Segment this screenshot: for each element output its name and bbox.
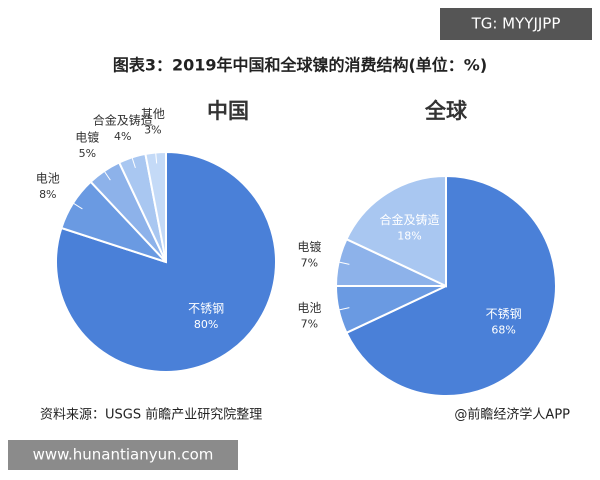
leader-line <box>62 196 83 210</box>
pie-title: 中国 <box>207 99 249 123</box>
slice-label: 合金及铸造 <box>379 212 439 227</box>
slice-value: 7% <box>301 318 318 331</box>
chart-title: 图表3：2019年中国和全球镍的消费结构(单位：%) <box>113 56 487 75</box>
slice-label: 不锈钢 <box>188 302 224 316</box>
leader-line <box>326 258 350 265</box>
slice-value: 18% <box>397 229 421 242</box>
slice-label: 其他 <box>141 107 165 121</box>
slice-value: 7% <box>301 256 318 269</box>
slice-value: 68% <box>491 324 515 337</box>
site: www.hunantianyun.com <box>33 446 214 464</box>
leader-line <box>154 140 158 164</box>
slice-value: 5% <box>79 147 96 160</box>
slice-value: 4% <box>114 130 131 143</box>
source: 资料来源：USGS 前瞻产业研究院整理 <box>40 407 262 423</box>
pie-slice <box>345 174 557 397</box>
slice-label: 不锈钢 <box>486 307 522 321</box>
slice-value: 80% <box>194 318 218 331</box>
slice-label: 电池 <box>36 171 60 185</box>
pie-title: 全球 <box>424 99 468 123</box>
slice-label: 电镀 <box>297 240 321 254</box>
leader-line <box>326 307 350 314</box>
credit: @前瞻经济学人APP <box>454 407 570 423</box>
slice-label: 电池 <box>297 301 321 315</box>
slice-value: 3% <box>144 124 161 137</box>
leader-line <box>127 145 136 168</box>
site-box <box>8 440 238 470</box>
slice-value: 8% <box>39 188 56 201</box>
slice-label: 合金及铸造 <box>93 112 153 127</box>
watermark: TG: MYYJJPP <box>471 15 561 33</box>
pie-slice <box>345 174 447 288</box>
slice-label: 电镀 <box>75 131 99 145</box>
leader-line <box>97 160 111 181</box>
watermark-box <box>440 8 592 40</box>
